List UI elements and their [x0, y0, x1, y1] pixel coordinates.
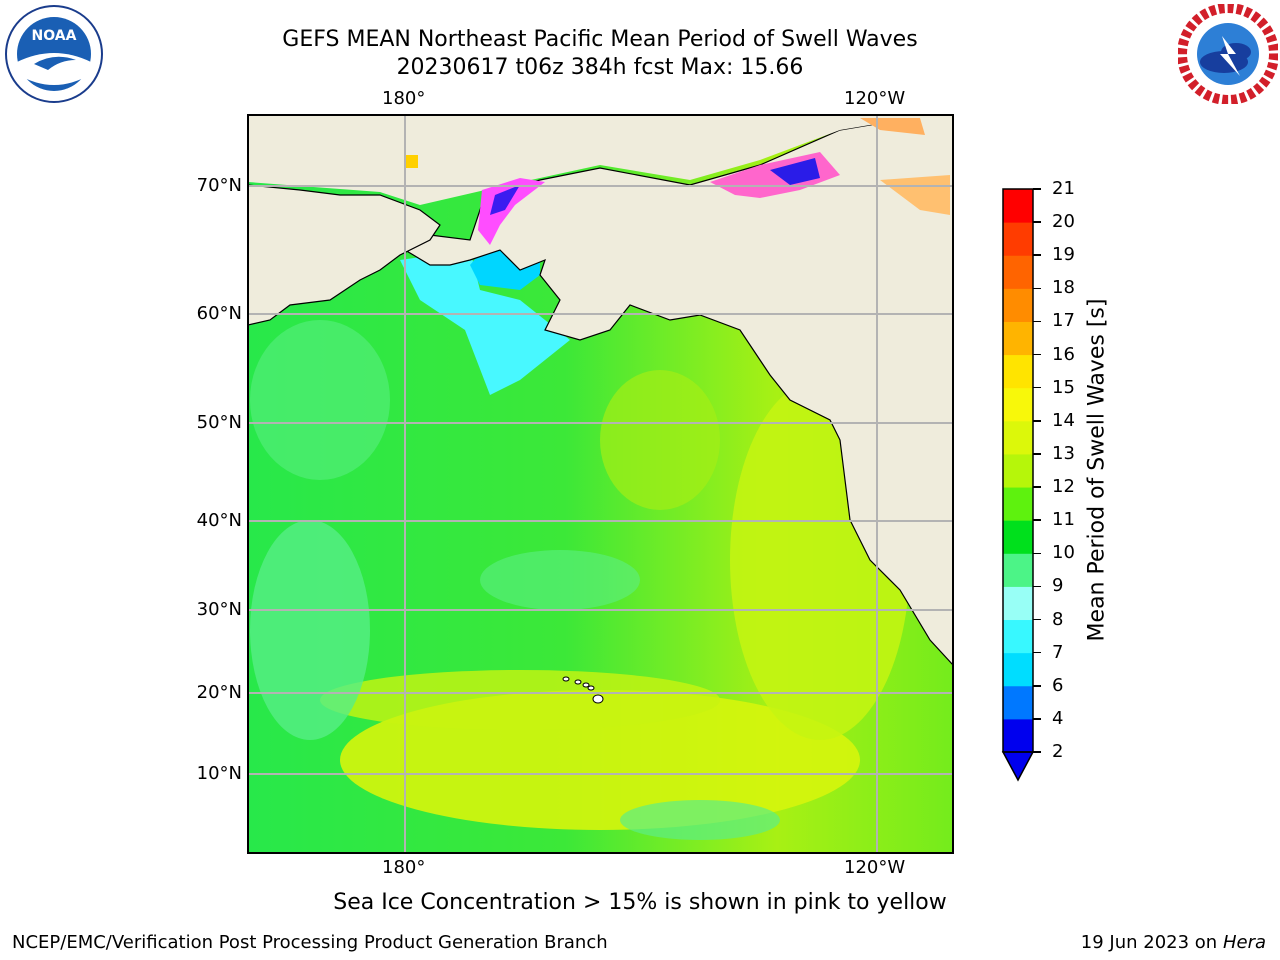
colorbar-tick-mark — [1033, 386, 1041, 389]
colorbar-tick-mark — [1033, 685, 1041, 687]
arctic-land — [248, 115, 953, 205]
colorbar-tick-label: 7 — [1052, 641, 1064, 663]
swell-period-map — [247, 114, 954, 854]
colorbar-tick-mark — [1033, 221, 1041, 223]
lon-label-top-180: 180° — [382, 88, 426, 109]
colorbar-title: Mean Period of Swell Waves [s] — [1084, 298, 1110, 642]
colorbar-tick-label: 17 — [1052, 310, 1075, 332]
colorbar-tick-mark — [1033, 420, 1041, 422]
swell-patch-south — [620, 800, 780, 840]
colorbar-tick-mark — [1033, 718, 1041, 720]
lat-label-50n: 50°N — [196, 412, 242, 433]
footer-branch: NCEP/EMC/Verification Post Processing Pr… — [12, 932, 608, 953]
colorbar-tick-label: 11 — [1052, 509, 1075, 531]
colorbar-tick-mark — [1033, 453, 1041, 455]
colorbar-tick-mark — [1033, 618, 1041, 621]
colorbar-band — [1003, 420, 1033, 455]
sea-ice-wrangel — [405, 155, 418, 168]
colorbar — [1001, 188, 1035, 782]
swell-patch-central — [600, 370, 720, 510]
colorbar-band — [1003, 255, 1033, 289]
lat-label-10n: 10°N — [196, 763, 242, 784]
colorbar-band — [1003, 222, 1033, 256]
colorbar-band — [1003, 387, 1033, 422]
lon-label-bottom-180: 180° — [382, 857, 426, 878]
swell-band-12s — [320, 670, 720, 730]
sea-ice-chukchi — [478, 178, 545, 245]
colorbar-tick-mark — [1033, 287, 1041, 290]
colorbar-tick-label: 2 — [1052, 741, 1064, 762]
colorbar-tick-mark — [1033, 519, 1041, 521]
lat-label-30n: 30°N — [196, 599, 242, 620]
north-america-land — [403, 115, 953, 666]
nws-logo-icon — [1178, 4, 1278, 104]
lat-label-60n: 60°N — [196, 303, 242, 324]
colorbar-band — [1003, 619, 1033, 654]
footer-host: Hera — [1222, 932, 1266, 953]
colorbar-band — [1003, 453, 1033, 488]
graticule — [248, 115, 953, 853]
bering-sea-short-swell — [400, 250, 570, 395]
sea-ice-caption: Sea Ice Concentration > 15% is shown in … — [333, 890, 947, 915]
colorbar-tick-label: 12 — [1052, 476, 1075, 498]
noaa-logo-icon: NOAA — [5, 5, 103, 103]
colorbar-tick-mark — [1033, 320, 1041, 323]
footer-date: 19 Jun 2023 on Hera — [1081, 932, 1266, 953]
colorbar-tick-label: 13 — [1052, 442, 1075, 464]
colorbar-band — [1003, 487, 1033, 521]
sea-ice-beaufort-core — [770, 158, 820, 185]
lon-label-bottom-120w: 120°W — [844, 857, 906, 878]
map-title: GEFS MEAN Northeast Pacific Mean Period … — [282, 27, 918, 52]
colorbar-band — [1003, 520, 1033, 554]
footer-date-text: 19 Jun 2023 on — [1080, 932, 1218, 953]
colorbar-tick-mark — [1033, 254, 1041, 256]
colorbar-tick-mark — [1033, 751, 1041, 753]
swell-patch-mid — [480, 550, 640, 610]
colorbar-band — [1003, 652, 1033, 687]
colorbar-frame — [1002, 188, 1034, 753]
lat-label-70n: 70°N — [196, 175, 242, 196]
colorbar-tick-mark — [1033, 552, 1041, 555]
sea-ice-chukchi-core — [490, 185, 520, 215]
colorbar-tick-mark — [1033, 651, 1041, 654]
colorbar-tick-mark — [1033, 585, 1041, 588]
colorbar-tick-mark — [1033, 353, 1041, 356]
map-subtitle: 20230617 t06z 384h fcst Max: 15.66 — [396, 55, 804, 80]
colorbar-tick-label: 6 — [1052, 674, 1064, 696]
colorbar-tick-label: 15 — [1052, 376, 1075, 398]
hawaiian-islands — [562, 676, 604, 704]
colorbar-band — [1003, 586, 1033, 621]
colorbar-tick-mark — [1033, 188, 1041, 190]
colorbar-band — [1003, 288, 1033, 322]
lat-label-40n: 40°N — [196, 510, 242, 531]
colorbar-band — [1003, 321, 1033, 356]
colorbar-tick-label: 4 — [1052, 707, 1064, 729]
lat-label-20n: 20°N — [196, 682, 242, 703]
noaa-wordmark: NOAA — [32, 28, 77, 44]
colorbar-tick-label: 14 — [1052, 409, 1075, 431]
colorbar-tick-label: 20 — [1052, 211, 1075, 233]
colorbar-tick-label: 21 — [1052, 178, 1075, 199]
swell-band-9s-northwest — [250, 320, 390, 480]
swell-band-9s-west — [250, 520, 370, 740]
colorbar-band — [1003, 718, 1033, 753]
colorbar-band — [1003, 685, 1033, 720]
colorbar-extend-arrow — [1001, 751, 1035, 782]
colorbar-band — [1003, 189, 1033, 223]
colorbar-tick-label: 16 — [1052, 343, 1075, 365]
colorbar-tick-label: 9 — [1052, 575, 1064, 597]
colorbar-band — [1003, 553, 1033, 587]
colorbar-band — [1003, 354, 1033, 389]
map-frame — [247, 114, 954, 854]
colorbar-tick-label: 18 — [1052, 277, 1075, 299]
lon-label-top-120w: 120°W — [844, 88, 906, 109]
colorbar-tick-label: 19 — [1052, 244, 1075, 266]
colorbar-tick-label: 10 — [1052, 542, 1075, 564]
colorbar-tick-label: 8 — [1052, 608, 1064, 630]
colorbar-tick-mark — [1033, 486, 1041, 488]
